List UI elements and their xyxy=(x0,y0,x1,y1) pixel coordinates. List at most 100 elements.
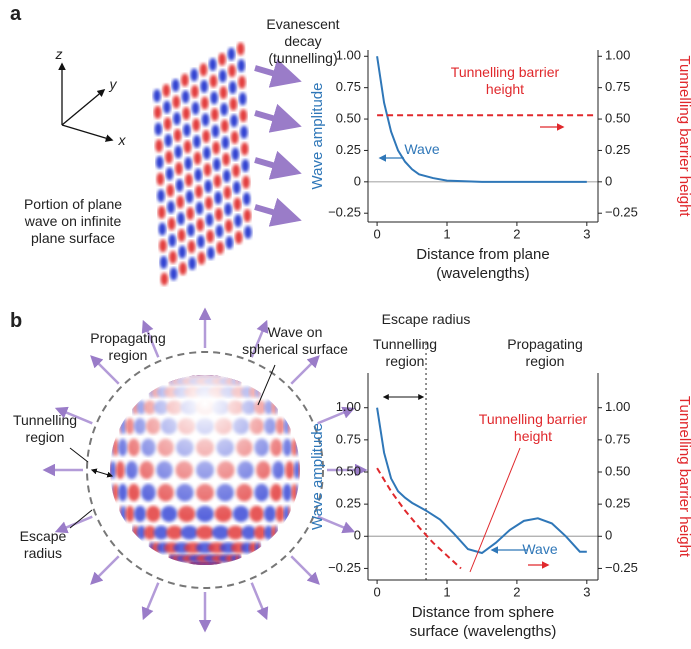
x-tick-label: 1 xyxy=(443,584,450,599)
panel-label: b xyxy=(10,310,23,332)
wave-cell xyxy=(205,213,214,227)
wave-cell xyxy=(228,80,237,94)
wave-cell xyxy=(236,42,245,56)
wave-cell xyxy=(208,58,217,72)
wave-cell xyxy=(232,164,240,178)
wave-cell xyxy=(240,142,249,156)
wave-cell xyxy=(205,196,213,210)
wave-cell xyxy=(221,136,230,150)
wave-cell xyxy=(222,152,230,166)
wave-cell xyxy=(222,169,231,183)
wave-cell xyxy=(234,230,243,244)
y-tick-label: 0.25 xyxy=(336,496,361,511)
sphere-label: Wave on spherical surface xyxy=(242,324,348,357)
wave-cell xyxy=(173,112,181,126)
x-tick-label: 0 xyxy=(373,226,380,241)
wave-cell xyxy=(176,195,185,209)
wave-cell xyxy=(213,174,222,188)
sphere-leaders xyxy=(69,364,276,529)
wave-cell xyxy=(158,222,167,236)
wave-cell xyxy=(155,139,163,153)
wave-cell xyxy=(212,158,221,172)
sphere-wave xyxy=(110,375,300,565)
wave-cell xyxy=(203,146,211,160)
y2-tick-label: −0.25 xyxy=(605,205,638,220)
wave-cell xyxy=(168,234,177,248)
series-label: Wave xyxy=(404,141,440,157)
wave-cell xyxy=(230,114,238,128)
y-tick-label: 0.75 xyxy=(336,79,361,94)
y2-axis-label: Tunnelling barrier height xyxy=(676,396,691,558)
y-tick-label: 0.25 xyxy=(336,142,361,157)
wave-cell xyxy=(219,86,228,100)
wave-cell xyxy=(177,212,185,226)
y2-tick-label: 1.00 xyxy=(605,48,630,63)
wave-cell xyxy=(156,172,165,186)
wave-cell xyxy=(218,52,226,66)
radial-arrow xyxy=(90,355,120,385)
wave-cell xyxy=(206,229,214,243)
wave-cell xyxy=(187,240,196,254)
wave-cell xyxy=(165,150,173,164)
wave-cell xyxy=(175,178,184,192)
x-axis-label: surface (wavelengths) xyxy=(410,623,557,640)
x-tick-label: 2 xyxy=(513,226,520,241)
wave-cell xyxy=(181,90,190,104)
wave-cell xyxy=(181,73,189,87)
wave-cell xyxy=(160,272,169,286)
y2-tick-label: 1.00 xyxy=(605,399,630,414)
x-axis-label: (wavelengths) xyxy=(436,265,529,282)
radial-arrow xyxy=(250,319,269,358)
x-axis-label: Distance from sphere xyxy=(412,604,555,621)
x-tick-label: 2 xyxy=(513,584,520,599)
wave-cell xyxy=(195,201,204,215)
wave-cell xyxy=(242,175,250,189)
wave-cell xyxy=(165,167,174,181)
series-label: Tunnelling barrier height xyxy=(478,411,588,444)
wave-cell xyxy=(182,106,191,120)
radial-arrow xyxy=(290,555,320,585)
y-tick-label: −0.25 xyxy=(328,560,361,575)
sphere-highlight xyxy=(110,375,300,565)
wave-cell xyxy=(207,246,215,260)
wave-cell xyxy=(196,218,204,232)
wave-cell xyxy=(162,84,171,98)
wave-cell xyxy=(218,69,227,83)
y2-tick-label: −0.25 xyxy=(605,560,638,575)
wave-cell xyxy=(212,141,220,155)
wave-cell xyxy=(159,255,168,269)
series-label: Tunnelling barrier height xyxy=(450,64,560,97)
y2-tick-label: 0.50 xyxy=(605,463,630,478)
wave-cell xyxy=(244,225,252,239)
y2-tick-label: 0.75 xyxy=(605,79,630,94)
wave-cell xyxy=(178,245,187,259)
wave-cell xyxy=(169,250,177,264)
decay-arrows xyxy=(254,58,302,227)
wave-cell xyxy=(211,124,220,138)
panel-label: a xyxy=(10,3,22,25)
radial-arrow xyxy=(290,355,320,385)
coordinate-axes xyxy=(58,62,114,142)
wave-cell xyxy=(185,190,194,204)
wave-cell xyxy=(175,162,183,176)
wave-cell xyxy=(220,119,229,133)
wave-cell xyxy=(177,228,186,242)
y2-tick-label: 0.75 xyxy=(605,431,630,446)
wave-cell xyxy=(192,118,200,132)
escape-radius-label: Escape radius xyxy=(381,311,471,327)
wave-cell xyxy=(203,163,212,177)
wave-cell xyxy=(214,208,223,222)
wave-cell xyxy=(188,256,197,270)
wave-cell xyxy=(157,205,166,219)
y-axis-label: Wave amplitude xyxy=(309,423,326,530)
series-line xyxy=(376,407,587,555)
radial-arrow xyxy=(141,582,160,621)
wave-cell xyxy=(163,117,172,131)
wave-cell xyxy=(197,235,205,249)
radial-arrow xyxy=(250,582,269,621)
region-label: Tunnelling region xyxy=(372,336,438,369)
wave-cell xyxy=(173,128,182,142)
radial-arrow xyxy=(141,319,160,358)
